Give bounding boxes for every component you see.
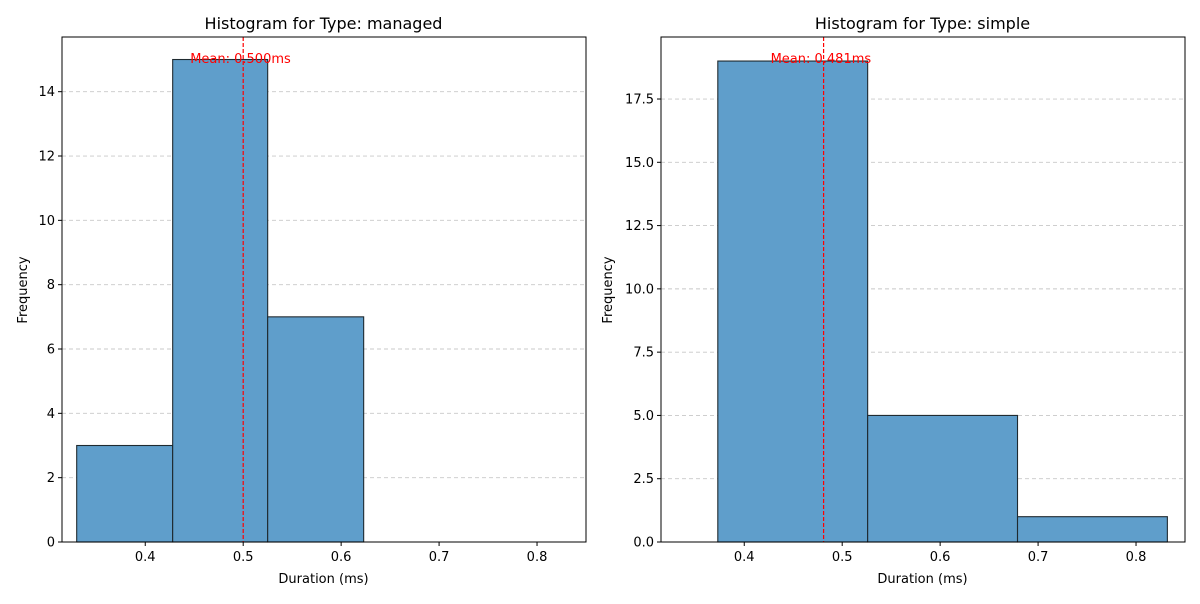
histogram-bar: [867, 414, 1019, 543]
y-tick-label: 14: [38, 85, 55, 100]
histogram-bar: [1016, 516, 1168, 543]
plot-area: Mean: 0.500ms 0.4 0.5 0.6 0.7 0.8 0 2 4 6 8 10 12 14: [38, 36, 587, 565]
x-tick-label: 0.5: [233, 550, 254, 565]
y-tick-label: 5.0: [633, 409, 654, 424]
x-tick-label: 0.6: [331, 550, 352, 565]
x-tick-label: 0.7: [429, 550, 450, 565]
x-tick-label: 0.8: [1126, 550, 1147, 565]
y-tick-label: 6: [47, 343, 55, 358]
y-tick-label: 0.0: [633, 536, 654, 551]
chart-title: Histogram for Type: simple: [815, 14, 1030, 33]
y-tick-label: 15.0: [625, 156, 654, 171]
x-axis-label: Duration (ms): [877, 572, 967, 587]
histogram-panel-managed: Histogram for Type: managed Duration (ms…: [16, 14, 587, 587]
y-tick-label: 12.5: [625, 219, 654, 234]
histogram-bar: [76, 444, 174, 543]
histogram-panel-simple: Histogram for Type: simple Duration (ms)…: [601, 14, 1186, 587]
x-tick-label: 0.4: [135, 550, 156, 565]
y-tick-label: 0: [47, 536, 55, 551]
x-tick-label: 0.5: [832, 550, 853, 565]
y-tick-label: 7.5: [633, 346, 654, 361]
chart-title: Histogram for Type: managed: [205, 14, 443, 33]
y-tick-label: 8: [47, 278, 55, 293]
histogram-bar: [172, 58, 269, 543]
mean-label: Mean: 0.481ms: [771, 52, 872, 67]
y-tick-label: 10.0: [625, 282, 654, 297]
mean-label: Mean: 0.500ms: [190, 52, 291, 67]
axes-frame: [61, 36, 587, 543]
x-tick-label: 0.8: [527, 550, 548, 565]
histogram-bar: [717, 60, 869, 543]
y-tick-label: 12: [38, 150, 55, 165]
x-tick-label: 0.6: [930, 550, 951, 565]
y-axis-label: Frequency: [16, 256, 31, 323]
x-tick-label: 0.7: [1028, 550, 1049, 565]
y-tick-label: 2.5: [633, 472, 654, 487]
histogram-bar: [267, 316, 365, 543]
x-tick-label: 0.4: [734, 550, 755, 565]
y-tick-label: 2: [47, 471, 55, 486]
y-axis-label: Frequency: [601, 256, 616, 323]
y-tick-label: 4: [47, 407, 55, 422]
axes-frame: [660, 36, 1186, 543]
plot-area: Mean: 0.481ms 0.4 0.5 0.6 0.7 0.8 0.0 2.5 5.0 7.5…: [625, 36, 1186, 565]
y-tick-label: 17.5: [625, 93, 654, 108]
y-tick-label: 10: [38, 214, 55, 229]
x-axis-label: Duration (ms): [278, 572, 368, 587]
